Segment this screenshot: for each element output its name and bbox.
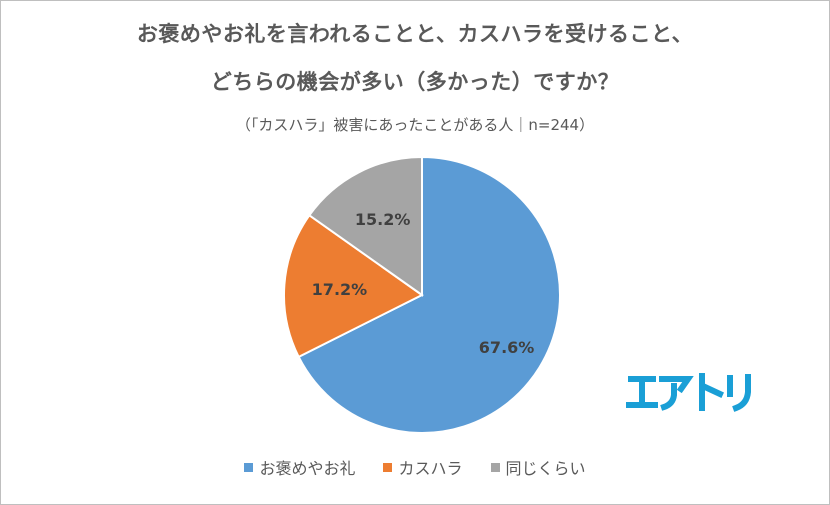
chart-legend: お褒めやお礼 カスハラ 同じくらい [0,455,830,479]
airtrip-logo [626,373,751,412]
legend-swatch-praise [244,462,254,472]
legend-label-same: 同じくらい [505,459,586,478]
pie-slice-kasuhara [283,213,424,359]
chart-subtitle: （「カスハラ」被害にあったことがある人｜n=244） [235,116,595,134]
legend-item-praise: お褒めやお礼 [244,455,355,479]
legend-swatch-same [490,462,500,472]
pie-slice-praise [297,155,561,434]
legend-label-praise: お褒めやお礼 [259,459,356,478]
data-label-same: 15.2% [355,210,411,229]
data-label-praise: 67.6% [479,338,535,357]
pie-slice-same [307,155,423,297]
legend-item-kasuhara: カスハラ [383,455,463,479]
legend-swatch-kasuhara [383,462,393,472]
chart-title: お褒めやお礼を言われることと、カスハラを受けること、 [136,22,694,46]
chart-title-line2: どちらの機会が多い（多かった）ですか？ [210,70,620,94]
legend-label-kasuhara: カスハラ [398,459,463,478]
legend-item-same: 同じくらい [490,455,586,479]
data-label-kasuhara: 17.2% [312,280,368,299]
